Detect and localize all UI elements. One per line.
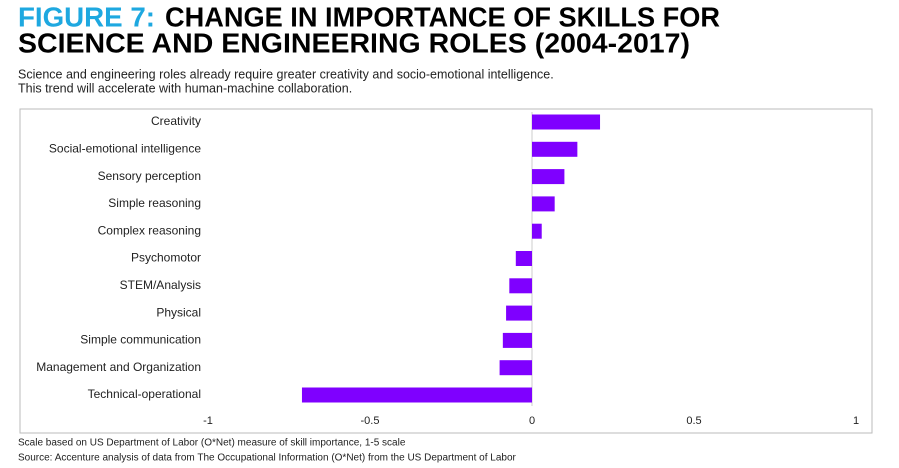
category-label: Psychomotor <box>131 251 201 265</box>
category-label: Creativity <box>151 114 201 128</box>
x-tick-label: 1 <box>853 415 859 427</box>
category-label: Simple reasoning <box>108 196 201 210</box>
category-label: Physical <box>156 305 201 319</box>
plot-frame <box>19 108 873 434</box>
category-label: Simple communication <box>80 333 201 347</box>
bar <box>509 278 532 294</box>
chart-title: SCIENCE AND ENGINEERING ROLES (2004-2017… <box>18 27 690 58</box>
footnote: Source: Accenture analysis of data from … <box>18 453 517 464</box>
chart-title: CHANGE IN IMPORTANCE OF SKILLS FOR <box>165 1 720 32</box>
bar <box>532 141 578 157</box>
subtitle: Science and engineering roles already re… <box>18 67 554 81</box>
bar <box>502 332 532 348</box>
bar <box>532 169 565 185</box>
x-tick-label: -0.5 <box>361 415 380 427</box>
bar <box>301 387 532 403</box>
bar <box>532 114 601 130</box>
category-label: STEM/Analysis <box>120 278 201 292</box>
bar <box>532 196 555 212</box>
category-label: Complex reasoning <box>98 223 201 237</box>
subtitle: This trend will accelerate with human-ma… <box>18 81 352 95</box>
category-label: Management and Organization <box>36 360 201 374</box>
x-tick-label: 0 <box>529 415 535 427</box>
bar <box>532 223 542 239</box>
bar <box>506 305 532 321</box>
bar <box>515 251 532 266</box>
x-tick-label: -1 <box>203 415 213 427</box>
footnote: Scale based on US Department of Labor (O… <box>18 438 406 449</box>
x-tick-label: 0.5 <box>686 415 701 427</box>
title-prefix: FIGURE 7: <box>18 1 155 32</box>
category-label: Social-emotional intelligence <box>49 141 201 155</box>
bar <box>499 360 532 376</box>
category-label: Technical-operational <box>88 387 201 401</box>
category-label: Sensory perception <box>98 169 201 183</box>
